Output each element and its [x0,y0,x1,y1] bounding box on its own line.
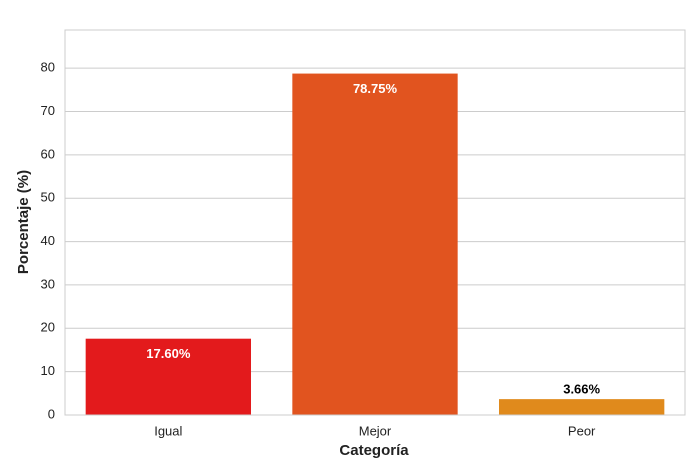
plot-frame [64,29,686,416]
y-tick-label: 40 [41,233,55,248]
y-tick-label: 50 [41,190,55,205]
bar [499,399,665,415]
x-tick-label: Mejor [359,423,392,438]
y-tick-label: 20 [41,320,55,335]
x-tick-label: Igual [154,423,182,438]
bar [292,73,458,415]
y-tick-label: 80 [41,60,55,75]
x-tick-label: Peor [568,423,596,438]
y-tick-label: 30 [41,276,55,291]
x-axis-title: Categoría [339,442,409,459]
data-label: 3.66% [563,382,600,397]
y-axis-title: Porcentaje (%) [15,170,32,274]
y-tick-label: 60 [41,146,55,161]
y-tick-label: 70 [41,103,55,118]
bar [85,338,252,415]
y-tick-label: 0 [48,406,55,421]
y-tick-label: 10 [41,363,55,378]
data-label: 17.60% [146,346,191,361]
data-label: 78.75% [353,81,398,96]
